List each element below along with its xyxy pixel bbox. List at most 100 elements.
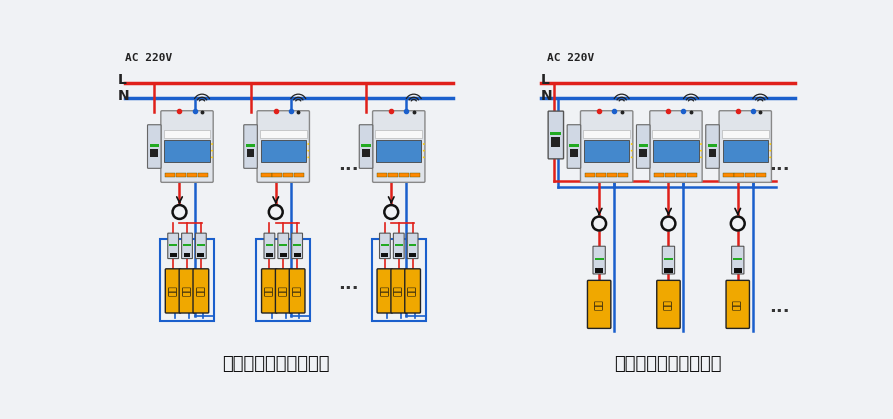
Bar (653, 130, 699, 138)
Text: 进户开关后带多路设备: 进户开关后带多路设备 (221, 355, 330, 373)
Circle shape (307, 156, 309, 158)
Bar (150, 149, 158, 157)
Bar (260, 130, 306, 138)
Bar (618, 173, 628, 177)
Bar (170, 253, 177, 257)
Bar (595, 268, 604, 273)
Bar (163, 130, 211, 138)
FancyBboxPatch shape (580, 111, 633, 182)
Text: 设备: 设备 (394, 285, 404, 296)
Bar (381, 243, 388, 246)
Bar (746, 173, 755, 177)
Bar (676, 173, 686, 177)
Bar (262, 173, 271, 177)
FancyBboxPatch shape (165, 269, 181, 313)
Circle shape (211, 150, 213, 152)
Bar (639, 149, 647, 157)
Circle shape (700, 143, 702, 145)
Bar (293, 243, 301, 246)
Bar (170, 243, 177, 246)
Bar (709, 149, 716, 157)
Bar (583, 130, 630, 138)
FancyBboxPatch shape (257, 111, 310, 182)
Bar (654, 173, 664, 177)
Bar (187, 173, 197, 177)
Bar (375, 130, 422, 138)
FancyBboxPatch shape (181, 233, 192, 259)
FancyBboxPatch shape (372, 111, 425, 182)
Text: ...: ... (770, 155, 790, 173)
FancyBboxPatch shape (244, 125, 257, 168)
Bar (409, 253, 416, 257)
FancyBboxPatch shape (161, 111, 213, 182)
Circle shape (423, 143, 425, 145)
Bar (388, 173, 398, 177)
Bar (396, 253, 402, 257)
Bar (272, 173, 282, 177)
FancyBboxPatch shape (394, 233, 405, 259)
Circle shape (211, 143, 213, 145)
Bar (596, 173, 605, 177)
FancyBboxPatch shape (567, 125, 580, 168)
Text: AC 220V: AC 220V (547, 53, 595, 63)
Bar (176, 173, 187, 177)
Text: N: N (118, 88, 129, 103)
Text: 设备: 设备 (733, 299, 742, 310)
Bar (722, 130, 769, 138)
Bar (363, 149, 370, 157)
Bar (551, 137, 561, 147)
FancyBboxPatch shape (663, 246, 674, 274)
FancyBboxPatch shape (407, 233, 418, 259)
Circle shape (770, 156, 772, 158)
Text: 设备: 设备 (169, 285, 178, 296)
FancyBboxPatch shape (359, 125, 372, 168)
FancyBboxPatch shape (292, 233, 303, 259)
Bar (246, 144, 255, 147)
Text: L: L (540, 73, 549, 87)
FancyBboxPatch shape (731, 246, 744, 274)
Circle shape (307, 143, 309, 145)
Circle shape (700, 150, 702, 152)
Text: 分路开关后带单路设备: 分路开关后带单路设备 (614, 355, 722, 373)
Bar (395, 243, 403, 246)
FancyBboxPatch shape (705, 125, 719, 168)
Bar (376, 140, 421, 162)
Bar (261, 140, 306, 162)
Bar (723, 173, 733, 177)
Bar (570, 149, 578, 157)
Bar (184, 253, 190, 257)
Bar (294, 253, 301, 257)
Text: 设备: 设备 (664, 299, 673, 310)
Bar (733, 258, 742, 260)
Text: 设备: 设备 (196, 285, 205, 296)
Bar (371, 239, 426, 321)
Bar (165, 173, 175, 177)
Text: N: N (540, 88, 552, 103)
FancyBboxPatch shape (588, 280, 611, 328)
Bar (585, 173, 595, 177)
Bar (654, 140, 698, 162)
Bar (665, 173, 675, 177)
Bar (410, 173, 420, 177)
Text: ...: ... (338, 275, 359, 293)
Text: 设备: 设备 (380, 285, 389, 296)
Text: 设备: 设备 (408, 285, 417, 296)
Circle shape (307, 150, 309, 152)
Bar (377, 173, 387, 177)
Bar (280, 253, 287, 257)
FancyBboxPatch shape (726, 280, 749, 328)
FancyBboxPatch shape (262, 269, 277, 313)
FancyBboxPatch shape (168, 233, 179, 259)
FancyBboxPatch shape (656, 280, 680, 328)
Bar (150, 144, 159, 147)
FancyBboxPatch shape (719, 111, 772, 182)
Circle shape (423, 150, 425, 152)
FancyBboxPatch shape (377, 269, 393, 313)
FancyBboxPatch shape (147, 125, 161, 168)
Bar (664, 268, 672, 273)
Bar (722, 140, 768, 162)
Bar (733, 268, 742, 273)
Bar (606, 173, 617, 177)
Bar (381, 253, 388, 257)
Text: 设备: 设备 (595, 299, 604, 310)
